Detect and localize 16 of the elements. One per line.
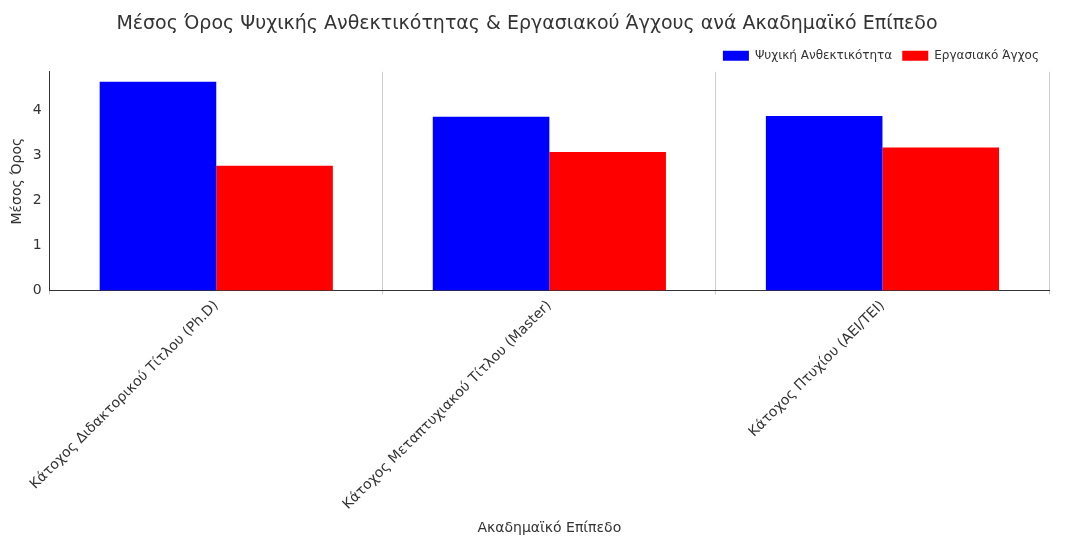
legend-label: Ψυχική Ανθεκτικότητα <box>754 47 893 62</box>
y-tick-label: 2 <box>32 191 42 208</box>
y-axis-title: Μέσος Όρος <box>8 137 25 225</box>
chart-title: Μέσος Όρος Ψυχικής Ανθεκτικότητας & Εργασιακού Άγχους ανά Ακαδημαϊκό Επίπεδο <box>116 11 938 34</box>
bar <box>99 81 217 291</box>
y-tick-label: 1 <box>32 236 42 253</box>
y-tick-label: 3 <box>32 146 42 163</box>
y-tick-label: 4 <box>32 101 42 118</box>
bar <box>549 151 666 291</box>
x-axis-title: Ακαδημαϊκό Επίπεδο <box>477 519 622 536</box>
bar <box>765 115 883 291</box>
bar <box>882 147 1000 291</box>
legend-label: Εργασιακό Άγχος <box>934 47 1040 62</box>
bar <box>432 116 550 291</box>
y-tick-label: 0 <box>32 281 42 298</box>
bar <box>216 165 333 291</box>
